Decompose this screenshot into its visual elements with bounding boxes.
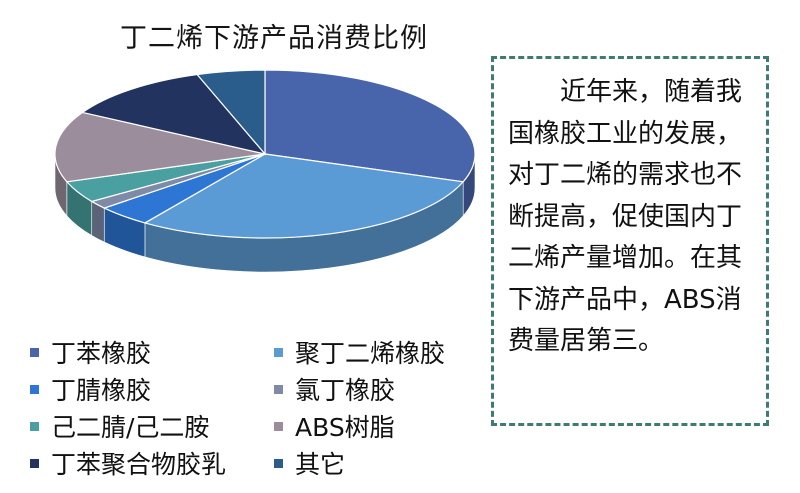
legend-item: 其它 [274, 448, 494, 479]
legend-label: 丁腈橡胶 [51, 376, 152, 405]
pie-slice-1 [143, 153, 465, 239]
chart-legend: 丁苯橡胶 聚丁二烯橡胶丁腈橡胶 氯丁橡胶己二腈/己二胺 ABS树脂丁苯聚合物胶乳 其它 [30, 337, 494, 479]
legend-item: 丁苯橡胶 [30, 337, 274, 368]
pie-slice-5 [54, 111, 266, 183]
annotation-text: 近年来，随着我国橡胶工业的发展，对丁二烯的需求也不断提高，促使国内丁二烯产量增加… [508, 77, 743, 356]
pie-slice-6 [81, 73, 267, 155]
legend-label: 氯丁橡胶 [295, 376, 396, 405]
pie-slice-0 [264, 69, 476, 183]
legend-label: 其它 [295, 450, 346, 479]
legend-swatch [274, 458, 283, 468]
legend-item: 丁苯聚合物胶乳 [30, 448, 274, 479]
pie-chart [54, 69, 476, 273]
legend-label: 聚丁二烯橡胶 [295, 339, 446, 368]
legend-swatch [274, 384, 283, 394]
legend-swatch [30, 421, 39, 431]
legend-swatch [274, 421, 283, 431]
legend-swatch [30, 384, 39, 394]
legend-item: 己二腈/己二胺 [30, 411, 274, 442]
legend-label: 丁苯橡胶 [51, 339, 152, 368]
legend-swatch [30, 458, 39, 468]
chart-title: 丁二烯下游产品消费比例 [120, 23, 428, 54]
legend-swatch [30, 347, 39, 357]
legend-label: 丁苯聚合物胶乳 [51, 450, 227, 479]
annotation-box [491, 56, 769, 426]
legend-item: 氯丁橡胶 [274, 374, 494, 405]
legend-label: ABS树脂 [295, 413, 395, 442]
legend-item: ABS树脂 [274, 411, 494, 442]
legend-label: 己二腈/己二胺 [51, 413, 210, 442]
legend-item: 丁腈橡胶 [30, 374, 274, 405]
legend-item: 聚丁二烯橡胶 [274, 337, 494, 368]
pie-slice-7 [195, 69, 266, 156]
legend-swatch [274, 347, 283, 357]
